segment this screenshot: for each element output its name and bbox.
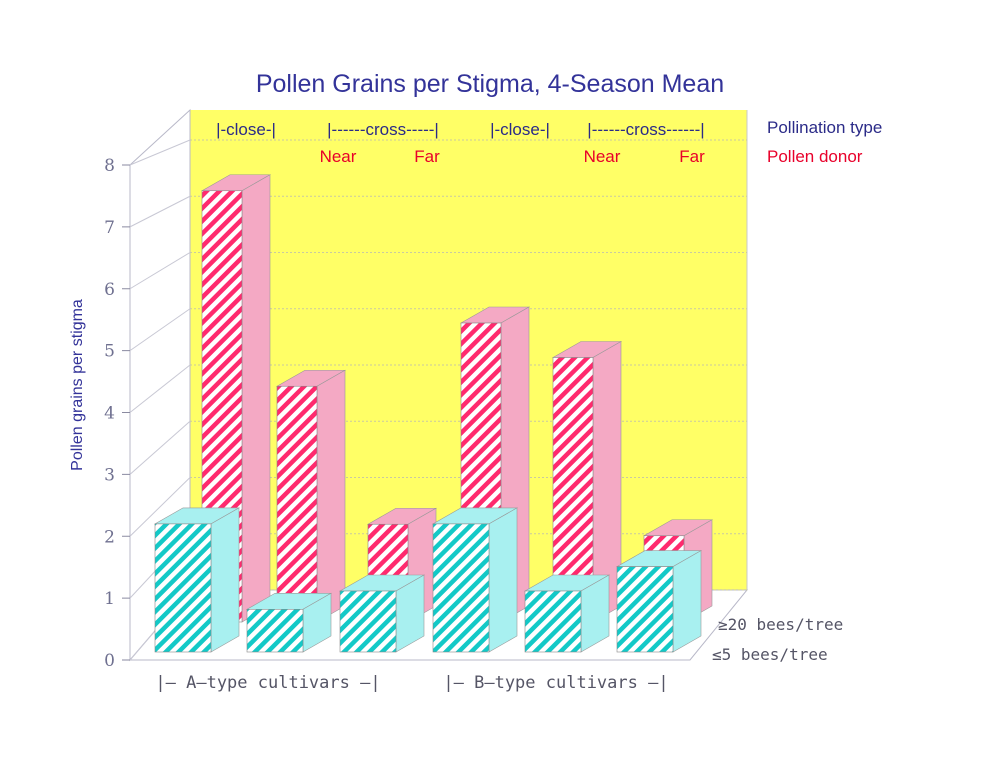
y-tick-label: 8 [104,156,115,176]
bar-high-bees [275,369,347,623]
y-tick-label: 4 [104,404,115,424]
bar-low-bees [338,574,426,653]
y-tick-label: 5 [104,342,115,362]
donor-a-far: Far [414,147,440,166]
ptype-a-close: |-close-| [216,120,276,139]
ptype-b-cross: |------cross------| [587,120,704,139]
donor-b-near: Near [584,147,621,166]
y-tick-label: 0 [104,651,115,671]
row-label-high-bees: ≥20 bees/tree [718,615,843,634]
bar-low-bees [153,507,241,653]
donor-a-near: Near [320,147,357,166]
bar-low-bees [245,592,333,653]
y-tick-label: 2 [104,527,115,547]
group-label-b: |— B–type cultivars —| [443,673,668,693]
group-label-a: |— A–type cultivars —| [155,673,380,693]
side-gridline [129,252,191,290]
row-label-low-bees: ≤5 bees/tree [712,645,828,664]
side-gridline [129,139,191,166]
y-tick-label: 1 [104,589,115,609]
side-gridline [129,195,191,228]
side-gridline [129,308,191,352]
bar-low-bees [431,507,519,653]
bar-low-bees [523,574,611,653]
ptype-b-close: |-close-| [490,120,550,139]
side-gridline [129,420,191,475]
pollen-donor-label: Pollen donor [767,147,863,166]
chart-title: Pollen Grains per Stigma, 4-Season Mean [256,70,724,98]
bar-low-bees [615,550,703,653]
ptype-a-cross: |------cross-----| [327,120,439,139]
pollination-type-label: Pollination type [767,118,882,137]
y-tick-label: 6 [104,280,115,300]
y-tick-label: 7 [104,218,115,238]
side-gridline [129,364,191,413]
y-tick-label: 3 [104,465,115,485]
donor-b-far: Far [679,147,705,166]
y-axis-label: Pollen grains per stigma [69,299,86,471]
side-gridline [129,477,191,537]
